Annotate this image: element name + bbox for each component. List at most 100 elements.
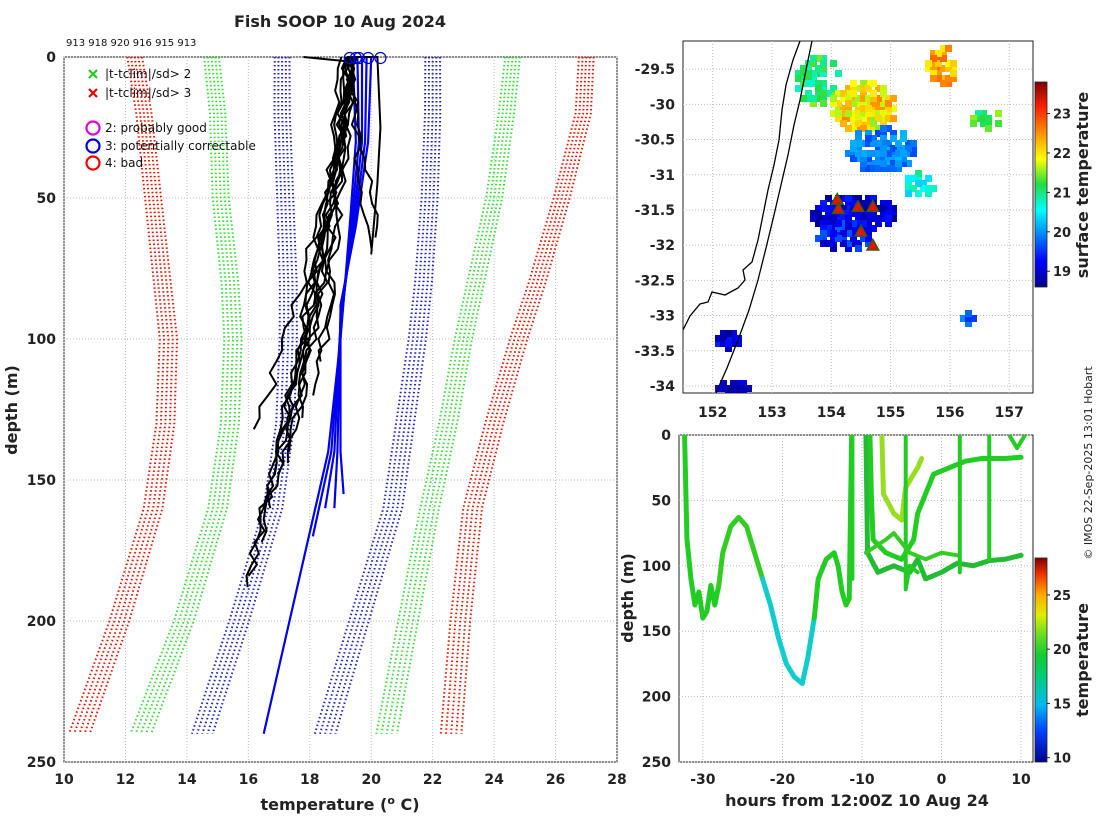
observed-profile-line	[288, 56, 357, 452]
sst-pixel	[875, 95, 882, 102]
sst-pixel	[930, 185, 937, 192]
sst-pixel	[890, 105, 897, 112]
sst-pixel	[830, 225, 837, 232]
sst-pixel	[810, 60, 817, 67]
map-y-tick-label: -31.5	[635, 203, 675, 219]
sst-pixel	[890, 210, 897, 217]
sst-pixel	[890, 155, 897, 162]
sst-pixel	[845, 105, 852, 112]
sst-pixel	[870, 160, 877, 167]
track-deep-early	[682, 435, 722, 621]
map-y-tick-label: -33	[650, 309, 675, 325]
sst-pixel	[945, 75, 952, 82]
track-overlap	[863, 531, 960, 562]
x-tick-label: 20	[361, 772, 381, 788]
sst-pixel	[725, 345, 732, 352]
sst-pixel	[890, 95, 897, 102]
sst-pixel	[880, 215, 887, 222]
sst-pixel	[875, 165, 882, 172]
sst-pixel	[985, 115, 992, 122]
colorbar-tick-label: 10	[1053, 752, 1071, 767]
station-triangle	[831, 201, 846, 215]
sst-pixel	[860, 165, 867, 172]
sst-pixel	[870, 125, 877, 132]
sst-pixel	[885, 115, 892, 122]
sst-pixel	[870, 110, 877, 117]
sst-pixel	[860, 160, 867, 167]
sst-pixel	[890, 115, 897, 122]
clim-mean-high-line	[329, 56, 438, 735]
sst-pixel	[810, 215, 817, 222]
sst-pixel	[855, 115, 862, 122]
profile-panel: 10 12 14 16 18 20 22 24 26 28 0 50 100 150 200 250 |t-t…	[2, 50, 627, 814]
sst-pixel	[895, 150, 902, 157]
sst-pixel	[890, 165, 897, 172]
sst-pixel	[810, 100, 817, 107]
sst-pixel	[830, 205, 837, 212]
profile-ticks: 10 12 14 16 18 20 22 24 26 28 0 50 100 150 200 250	[27, 50, 627, 788]
sst-pixel	[860, 200, 867, 207]
sst-pixel	[830, 230, 837, 237]
clim-2sd-high-line	[375, 56, 507, 734]
clim-3sd-low-line	[83, 56, 174, 735]
sst-pixel	[740, 380, 747, 387]
sst-pixel	[740, 385, 747, 392]
sst-pixel	[945, 65, 952, 72]
sst-pixel	[880, 120, 887, 127]
sst-pixel	[835, 100, 842, 107]
sst-pixel	[820, 60, 827, 67]
clim-mean-high-line	[319, 56, 430, 735]
sst-pixel	[725, 335, 732, 342]
sst-pixel	[720, 340, 727, 347]
sst-pixel	[830, 215, 837, 222]
sst-pixel	[910, 140, 917, 147]
sst-pixel	[860, 125, 867, 132]
sst-pixel	[890, 135, 897, 142]
sst-pixel	[940, 45, 947, 52]
sst-pixel	[815, 220, 822, 227]
sst-pixel	[835, 235, 842, 242]
sst-pixel	[870, 165, 877, 172]
track-vertical	[903, 435, 920, 592]
colorbar-tick-label: 20	[1053, 643, 1071, 658]
sst-pixel	[850, 125, 857, 132]
map-y-tick-label: -30.5	[635, 133, 675, 149]
sst-pixel	[935, 65, 942, 72]
sst-pixel	[915, 175, 922, 182]
sst-pixel	[980, 120, 987, 127]
clim-mean-low-line	[211, 56, 298, 735]
sst-pixel	[900, 155, 907, 162]
profile-legend: |t-tclim|/sd> 2 |t-tclim|/sd> 3 2: probabl…	[85, 67, 256, 171]
sst-pixel	[860, 85, 867, 92]
sst-pixel	[885, 145, 892, 152]
sst-pixel	[880, 160, 887, 167]
sst-pixel	[725, 340, 732, 347]
sst-pixel	[835, 70, 842, 77]
sst-pixel	[730, 385, 737, 392]
sst-pixel	[820, 55, 827, 62]
sst-pixel	[915, 180, 922, 187]
sst-pixel	[875, 130, 882, 137]
sst-pixel	[835, 215, 842, 222]
sst-pixel	[875, 140, 882, 147]
sst-pixel	[820, 220, 827, 227]
sst-pixel	[840, 120, 847, 127]
sst-pixel	[855, 100, 862, 107]
sst-pixel	[855, 130, 862, 137]
sst-pixel	[865, 150, 872, 157]
sst-pixel	[935, 50, 942, 57]
colorbar-tick-label: 22	[1053, 147, 1071, 162]
sst-colorbar	[1034, 81, 1048, 288]
sst-pixel	[880, 95, 887, 102]
sst-pixel	[885, 100, 892, 107]
clim-mean-low-line	[190, 56, 281, 735]
sst-pixel	[885, 205, 892, 212]
sst-pixel	[925, 65, 932, 72]
sst-pixel	[855, 245, 862, 252]
clim-mean-high-line	[313, 56, 427, 735]
td-y-tick-label: 200	[642, 690, 671, 706]
sst-pixel	[820, 240, 827, 247]
sst-pixel	[800, 95, 807, 102]
sst-pixel	[905, 175, 912, 182]
